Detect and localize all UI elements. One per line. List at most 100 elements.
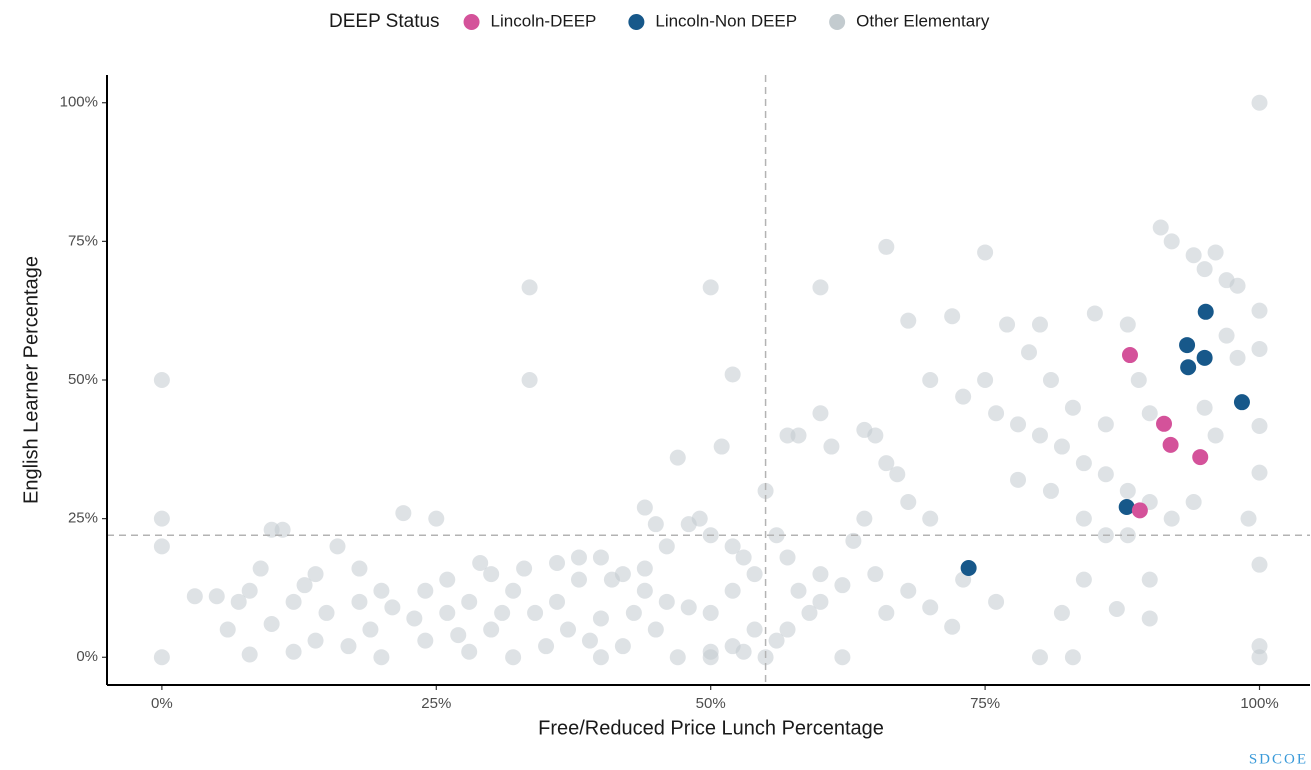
point xyxy=(1031,427,1048,444)
point xyxy=(790,582,807,599)
point xyxy=(373,582,390,599)
point xyxy=(1064,399,1081,416)
point xyxy=(1163,233,1180,250)
point xyxy=(922,599,939,616)
point xyxy=(1196,349,1213,366)
point xyxy=(263,616,280,632)
point xyxy=(680,599,697,616)
y-tick-label: 50% xyxy=(68,371,98,388)
point xyxy=(351,560,368,577)
point xyxy=(1251,418,1268,435)
point xyxy=(592,549,609,566)
point xyxy=(636,582,653,599)
point xyxy=(461,593,478,610)
point xyxy=(1185,494,1202,510)
legend-marker xyxy=(829,14,846,30)
point xyxy=(1031,316,1048,333)
point xyxy=(318,604,335,621)
point xyxy=(439,604,456,621)
point xyxy=(1229,349,1246,366)
point xyxy=(691,510,708,527)
point xyxy=(340,638,357,655)
point xyxy=(977,244,994,261)
point xyxy=(779,621,796,638)
point xyxy=(812,405,829,422)
point xyxy=(867,427,884,444)
point xyxy=(581,632,598,649)
x-tick-label: 75% xyxy=(970,695,1000,712)
point xyxy=(1251,302,1268,319)
point xyxy=(1218,327,1235,344)
point xyxy=(724,538,741,555)
point xyxy=(1207,427,1224,444)
point xyxy=(999,316,1016,333)
point xyxy=(1108,601,1125,618)
point xyxy=(746,621,763,638)
legend-marker xyxy=(628,14,645,30)
point xyxy=(988,405,1005,422)
y-axis-title: English Learner Percentage xyxy=(20,256,42,504)
point xyxy=(494,604,511,621)
point xyxy=(768,527,785,544)
point xyxy=(1075,455,1092,472)
point xyxy=(790,427,807,444)
point xyxy=(636,560,653,577)
point xyxy=(1251,649,1268,666)
point xyxy=(285,593,302,610)
point xyxy=(1207,244,1224,261)
legend-label: Lincoln-DEEP xyxy=(491,11,597,30)
point xyxy=(472,555,489,571)
point xyxy=(1251,94,1268,111)
point xyxy=(538,638,555,655)
point xyxy=(483,566,500,583)
point xyxy=(702,643,719,660)
point xyxy=(1233,394,1250,411)
point xyxy=(1097,466,1114,483)
point xyxy=(153,372,170,388)
point xyxy=(1121,347,1138,364)
point xyxy=(960,559,977,576)
point xyxy=(658,593,675,610)
legend-label: Lincoln-Non DEEP xyxy=(655,11,797,30)
point xyxy=(362,621,379,638)
point xyxy=(1130,372,1147,388)
point xyxy=(439,571,456,588)
point xyxy=(592,649,609,666)
point xyxy=(1131,502,1148,519)
point xyxy=(647,516,664,533)
point xyxy=(1192,449,1209,466)
x-tick-label: 50% xyxy=(696,695,726,712)
point xyxy=(889,466,906,483)
point xyxy=(1251,556,1268,573)
point xyxy=(521,372,538,388)
point xyxy=(801,604,818,621)
point xyxy=(1010,471,1027,488)
point xyxy=(1086,305,1103,322)
point xyxy=(625,604,642,621)
point xyxy=(1075,510,1092,527)
point xyxy=(1119,482,1136,499)
point xyxy=(153,649,170,666)
point xyxy=(428,510,445,527)
point xyxy=(746,566,763,583)
point xyxy=(329,538,346,555)
point xyxy=(1042,372,1059,388)
point xyxy=(1162,436,1179,453)
point xyxy=(1229,277,1246,294)
legend-label: Other Elementary xyxy=(856,11,990,30)
point xyxy=(1141,571,1158,588)
point xyxy=(944,308,961,325)
point xyxy=(1031,649,1048,666)
point xyxy=(208,588,225,605)
point xyxy=(1010,416,1027,433)
point xyxy=(823,438,840,455)
point xyxy=(1197,303,1214,320)
point xyxy=(560,621,577,638)
point xyxy=(658,538,675,555)
x-tick-label: 0% xyxy=(151,695,173,712)
point xyxy=(1196,261,1213,278)
point xyxy=(549,593,566,610)
point xyxy=(384,599,401,616)
point xyxy=(669,449,686,466)
